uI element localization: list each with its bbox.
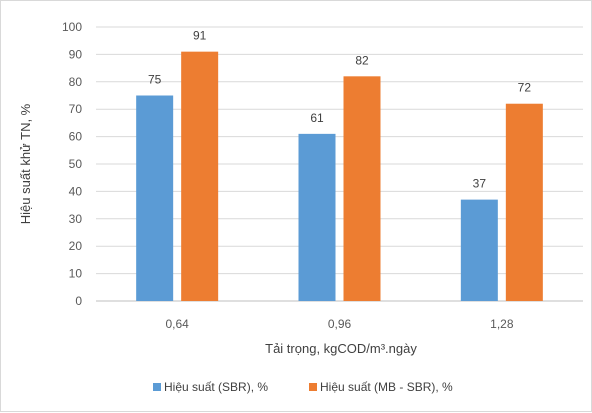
x-tick-label: 0,64: [165, 317, 189, 331]
legend-label: Hiệu suất (SBR), %: [164, 380, 268, 394]
gridlines: [96, 26, 583, 302]
y-tick-label: 100: [62, 20, 82, 34]
bar-mb-sbr: [505, 103, 543, 301]
y-tick-label: 0: [75, 294, 82, 308]
y-tick-labels: 0 10 20 30 40 50 60 70 80 90 100: [62, 20, 82, 308]
y-tick-label: 80: [69, 75, 83, 89]
data-label: 37: [473, 177, 487, 191]
legend-swatch: [153, 383, 161, 391]
bar-sbr: [460, 199, 498, 301]
x-axis-title: Tải trọng, kgCOD/m³.ngày: [265, 341, 417, 356]
bar-sbr: [298, 133, 336, 301]
bar-mb-sbr: [343, 76, 381, 301]
x-tick-label: 1,28: [490, 317, 514, 331]
bar-mb-sbr: [181, 51, 219, 301]
bars: [136, 51, 543, 301]
data-label: 82: [355, 53, 369, 67]
data-label: 91: [193, 29, 207, 43]
y-axis-title: Hiệu suất khử TN, %: [18, 103, 33, 224]
y-tick-label: 90: [69, 47, 83, 61]
y-tick-label: 50: [69, 157, 83, 171]
y-tick-label: 40: [69, 184, 83, 198]
legend: Hiệu suất (SBR), % Hiệu suất (MB - SBR), …: [153, 380, 453, 394]
x-tick-label: 0,96: [328, 317, 352, 331]
data-labels: 75 91 61 82 37 72: [148, 29, 531, 191]
y-tick-label: 60: [69, 130, 83, 144]
y-tick-label: 30: [69, 212, 83, 226]
y-tick-label: 20: [69, 239, 83, 253]
y-tick-label: 10: [69, 267, 83, 281]
y-tick-label: 70: [69, 102, 83, 116]
data-label: 75: [148, 73, 162, 87]
data-label: 72: [518, 81, 532, 95]
data-label: 61: [310, 111, 324, 125]
x-tick-labels: 0,64 0,96 1,28: [165, 317, 513, 331]
legend-swatch: [309, 383, 317, 391]
bar-sbr: [136, 95, 174, 301]
legend-label: Hiệu suất (MB - SBR), %: [320, 380, 453, 394]
